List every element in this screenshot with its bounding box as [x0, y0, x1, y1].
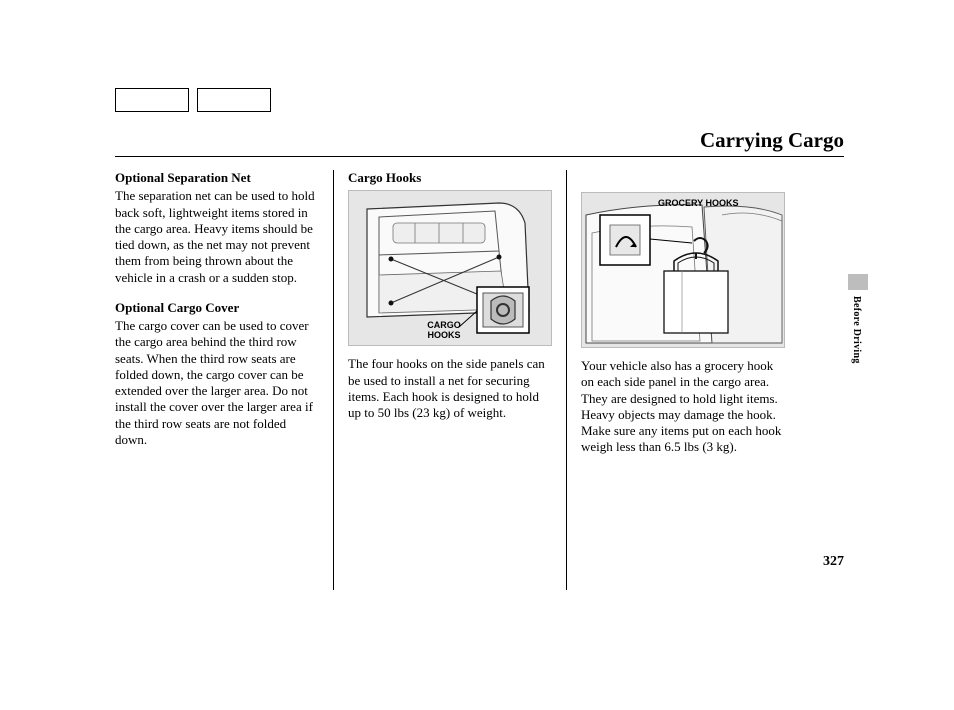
column-1: Optional Separation Net The separation n… — [115, 170, 333, 590]
para-separation-net: The separation net can be used to hold b… — [115, 188, 319, 286]
header-blank-boxes — [115, 88, 271, 112]
page-number: 327 — [823, 554, 844, 570]
caption-grocery-hooks: GROCERY HOOKS — [658, 199, 739, 209]
illustration-cargo-hooks: CARGO HOOKS — [348, 190, 552, 346]
section-tab — [848, 274, 868, 290]
blank-box-2 — [197, 88, 271, 112]
grocery-hooks-svg — [582, 193, 785, 348]
para-grocery-hooks: Your vehicle also has a grocery hook on … — [581, 358, 785, 456]
heading-cargo-cover: Optional Cargo Cover — [115, 300, 319, 316]
title-rule — [115, 156, 844, 157]
para-cargo-hooks: The four hooks on the side panels can be… — [348, 356, 552, 421]
body-columns: Optional Separation Net The separation n… — [115, 170, 844, 590]
heading-separation-net: Optional Separation Net — [115, 170, 319, 186]
illustration-grocery-hooks: GROCERY HOOKS — [581, 192, 785, 348]
column-3: GROCERY HOOKS Your vehicle also has a gr… — [581, 170, 799, 590]
column-2: Cargo Hooks — [348, 170, 566, 590]
section-label: Before Driving — [851, 296, 862, 364]
caption-cargo-hooks: CARGO HOOKS — [421, 321, 467, 341]
heading-cargo-hooks: Cargo Hooks — [348, 170, 552, 186]
para-cargo-cover: The cargo cover can be used to cover the… — [115, 318, 319, 448]
column-divider-2 — [566, 170, 567, 590]
page-title: Carrying Cargo — [700, 128, 844, 153]
column-divider-1 — [333, 170, 334, 590]
manual-page: Carrying Cargo Before Driving Optional S… — [0, 0, 954, 710]
blank-box-1 — [115, 88, 189, 112]
